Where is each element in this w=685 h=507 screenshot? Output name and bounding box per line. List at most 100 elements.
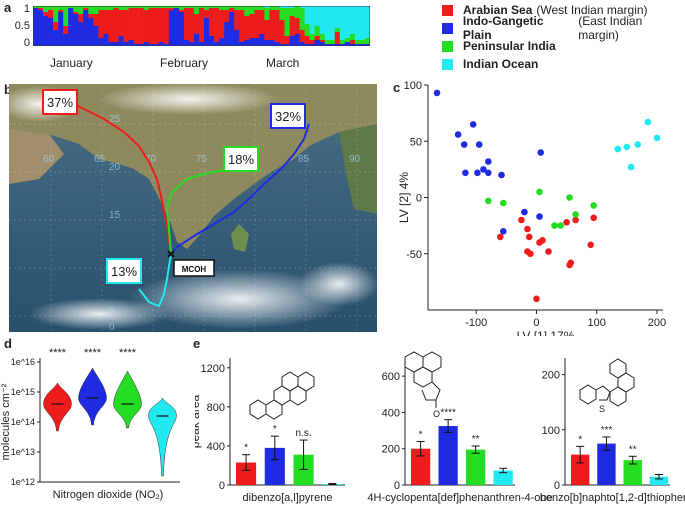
significance-label: **** <box>119 347 137 359</box>
stacked-bar-segment <box>264 20 270 40</box>
stacked-bar-segment <box>299 30 305 42</box>
stacked-bar-segment <box>168 6 175 8</box>
y-axis-title: peak area <box>195 394 202 448</box>
significance-label: **** <box>84 347 102 359</box>
scatter-point <box>474 169 481 177</box>
stacked-bar-segment <box>319 42 326 46</box>
significance-label: * <box>578 434 582 445</box>
lat-label: 15 <box>109 210 121 221</box>
scatter-point <box>462 169 469 177</box>
stacked-bar-segment <box>103 10 109 34</box>
y-tick-label: 1e^15 <box>11 387 35 397</box>
stacked-bar-segment <box>73 14 79 46</box>
violin-shape <box>78 367 107 426</box>
cloud <box>299 262 377 306</box>
bar <box>438 426 458 485</box>
stacked-bar-segment <box>123 42 129 46</box>
stacked-bar-segment <box>73 12 79 14</box>
stacked-bar-segment <box>339 40 346 44</box>
stacked-bar-segment <box>93 26 99 46</box>
stacked-bar-segment <box>88 18 94 46</box>
bar <box>493 470 513 485</box>
stacked-bar-segment <box>304 36 310 44</box>
stacked-bar-segment <box>339 44 346 46</box>
legend-region: Indo-Gangetic Plain <box>462 14 544 42</box>
stacked-bar-segment <box>269 40 275 46</box>
stacked-bar-segment <box>299 6 305 8</box>
stacked-bar-segment <box>123 6 129 10</box>
significance-label: * <box>419 429 423 440</box>
stacked-bar-segment <box>188 8 195 42</box>
lat-label: 20 <box>109 162 121 173</box>
stacked-bar-segment <box>234 6 240 10</box>
stacked-bar-segment <box>183 6 190 8</box>
lat-label: 0 <box>109 322 115 332</box>
stacked-bar-segment <box>108 42 114 46</box>
legend-item-indian-ocean: Indian Ocean <box>442 56 542 72</box>
scatter-point <box>557 222 564 229</box>
stacked-bar-segment <box>319 34 326 40</box>
stacked-bar-segment <box>133 8 139 44</box>
stacked-bar-segment <box>359 44 366 46</box>
scatter-point <box>485 169 492 177</box>
violin-plot: 1e^16 1e^15 1e^14 1e^13 1e^12 molecules cm⁻² N… <box>0 347 180 501</box>
scatter-point <box>536 213 543 220</box>
stacked-bar-segment <box>168 8 175 10</box>
stacked-bar-segment <box>234 30 240 46</box>
percent-box-indian-ocean <box>106 258 142 284</box>
significance-label: ** <box>629 444 637 455</box>
stacked-bar-segment <box>279 6 285 8</box>
stacked-bar-segment <box>38 6 44 8</box>
stacked-bar-segment <box>324 44 331 46</box>
y-tick-label: 800 <box>207 402 225 414</box>
bar <box>411 448 431 485</box>
stacked-bar-segment <box>259 10 265 34</box>
scatter-point <box>590 202 597 209</box>
scatter-point <box>614 145 622 153</box>
stacked-bar-segment <box>334 6 341 28</box>
station-box <box>173 259 215 277</box>
stacked-bar-segment <box>123 10 129 42</box>
x-axis-title: LV [1] 17% <box>517 329 575 336</box>
y-tick-label: 50 <box>410 136 422 148</box>
stacked-bar-segment <box>319 40 326 42</box>
stacked-bar-segment <box>244 40 250 46</box>
svg-text:S: S <box>599 404 605 414</box>
y-tick-label: 1e^14 <box>11 417 35 427</box>
stacked-bar-segment <box>38 8 44 10</box>
stacked-bar-segment <box>118 36 124 46</box>
stacked-bar-segment <box>224 10 230 22</box>
significance-label: ** <box>472 434 480 445</box>
stacked-bar-segment <box>349 34 356 40</box>
stacked-bar-segment <box>309 44 315 46</box>
significance-label: * <box>244 443 248 454</box>
stacked-bar-segment <box>158 8 165 42</box>
stacked-bar-segment <box>249 14 255 38</box>
percent-box-arabian-sea <box>42 89 78 115</box>
stacked-bar-segment <box>143 10 149 42</box>
x-axis-title: Nitrogen dioxide (NO₂) <box>53 489 164 501</box>
stacked-bar-segment <box>168 10 175 46</box>
legend-swatch <box>442 4 453 16</box>
y-tick-label: 200 <box>382 444 400 456</box>
stacked-bar-segment <box>284 36 290 44</box>
legend-region: Arabian Sea <box>463 3 533 17</box>
axis-tick-a-1: 1 <box>23 3 30 15</box>
stacked-bar-segment <box>138 6 144 8</box>
stacked-bar-segment <box>63 26 69 34</box>
stacked-bar-segment <box>178 12 185 46</box>
stacked-bar-segment <box>58 12 64 46</box>
stacked-bar-segment <box>289 16 295 36</box>
stacked-bar-segment <box>279 8 285 20</box>
trajectory-indian-ocean <box>138 253 172 308</box>
stacked-bar-segment <box>239 6 245 10</box>
bar <box>649 476 669 485</box>
y-tick-label: 0 <box>394 480 400 492</box>
stacked-bar-segment <box>294 6 300 18</box>
land-myanmar <box>339 124 377 214</box>
y-axis-title: molecules cm⁻² <box>0 383 12 460</box>
lon-label: 60 <box>43 154 55 165</box>
stacked-bar-segment <box>138 8 144 44</box>
stacked-bar-segment <box>53 22 59 30</box>
stacked-bar-segment <box>209 6 215 8</box>
